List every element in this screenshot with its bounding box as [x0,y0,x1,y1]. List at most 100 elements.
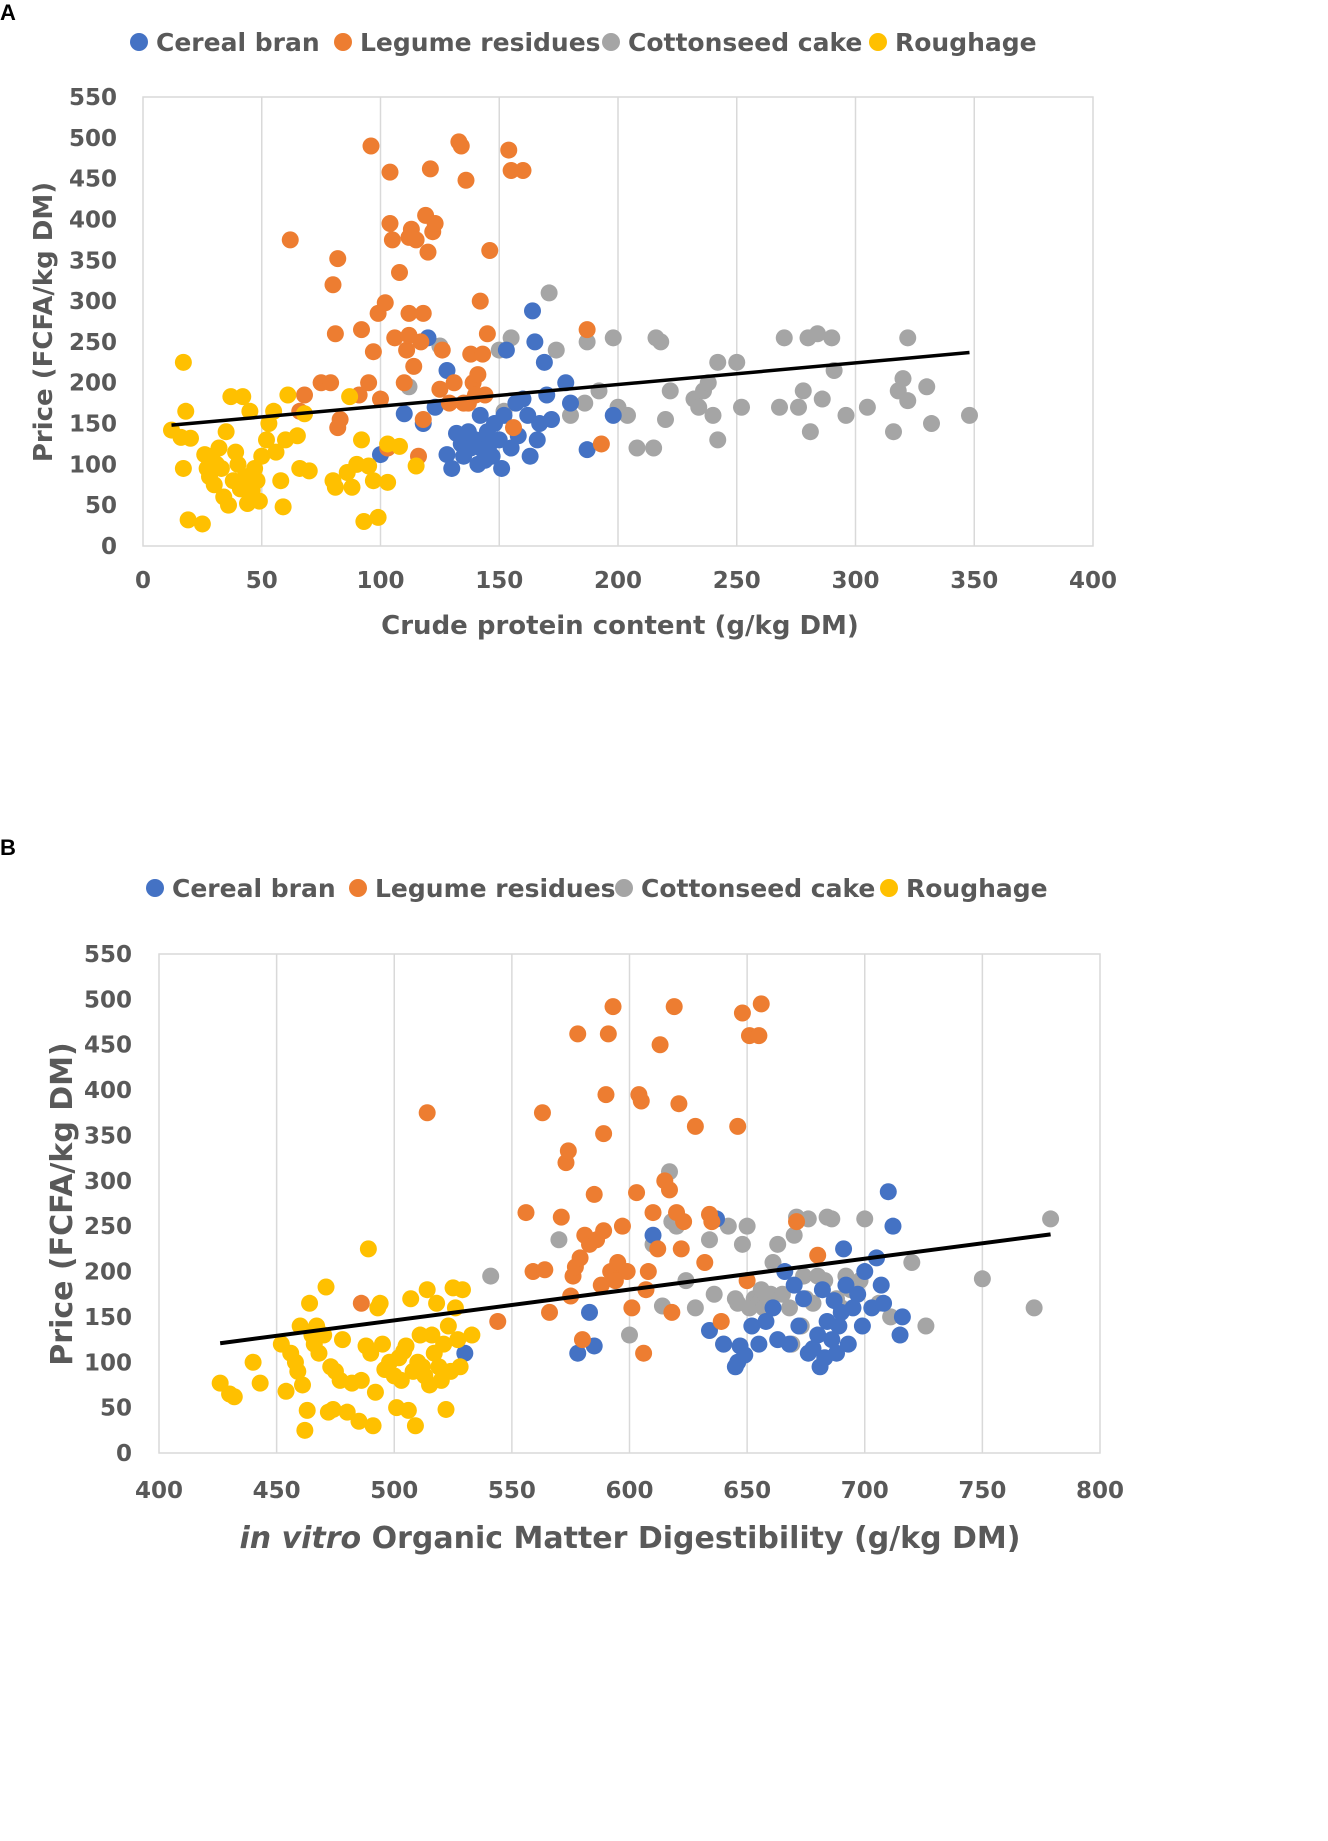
data-point [809,1246,827,1264]
data-point [495,406,513,424]
data-point [899,329,917,347]
data-point [853,1317,871,1335]
data-point [703,1213,721,1231]
data-point [418,1281,436,1299]
x-tick-label: 550 [488,1478,536,1504]
data-point [296,386,313,404]
data-point [177,402,195,420]
y-tick-label: 550 [84,942,132,968]
y-tick-label: 0 [116,1441,132,1467]
data-point [606,1272,624,1290]
x-tick-label: 0 [135,568,151,594]
data-point [599,1025,617,1043]
data-point [402,1290,420,1308]
data-point [222,388,240,406]
data-point [471,406,489,424]
data-point [562,406,579,424]
data-point [397,1337,415,1355]
legend-label: Legume residues [375,874,616,903]
data-point [918,378,936,396]
data-point [371,1294,389,1312]
data-point [884,1217,902,1235]
data-point [578,321,596,339]
y-tick-label: 400 [69,207,117,233]
data-point [604,406,622,424]
data-point [657,410,674,428]
data-point [419,243,437,261]
x-tick-label: 500 [370,1478,418,1504]
data-point [788,1213,806,1231]
data-point [362,1344,380,1362]
data-point [813,1281,831,1299]
data-point [212,459,230,477]
data-point [463,1326,481,1344]
data-point [578,441,596,459]
data-point [771,398,788,416]
data-point [248,472,266,490]
data-point [376,294,394,312]
y-tick-label: 300 [69,289,117,315]
data-point [961,406,978,424]
data-point [785,1226,803,1244]
data-point [317,1278,335,1296]
data-point [844,1299,862,1317]
data-point [704,406,722,424]
data-point [407,457,425,475]
data-point [234,388,252,406]
data-point [241,402,259,420]
data-point [428,1294,446,1312]
data-point [505,419,522,437]
data-point [274,498,292,516]
data-point [322,374,340,392]
data-point [426,215,444,233]
x-tick-label: 150 [475,568,523,594]
data-point [696,1253,714,1271]
data-point [623,1299,641,1317]
data-point [386,329,404,347]
data-point [352,1371,370,1389]
data-point [733,1235,751,1253]
data-point [728,353,746,371]
data-point [709,431,727,449]
data-point [903,1253,921,1271]
data-point [675,1213,693,1231]
data-point [478,325,496,343]
data-point [597,1086,615,1104]
legend-marker [334,33,352,51]
data-point [533,1104,551,1122]
data-point [391,264,408,282]
data-point [917,1317,935,1335]
data-point [258,431,275,449]
y-axis-title: Price (FCFA/kg DM) [29,182,59,462]
panel-letter: A [0,0,16,25]
data-point [899,392,917,410]
data-point [686,1299,704,1317]
x-axis-title: in vitro Organic Matter Digestibility (g… [240,1521,1021,1556]
data-point [366,1383,384,1401]
x-axis-title-rest: Organic Matter Digestibility (g/kg DM) [361,1521,1020,1556]
data-point [414,410,432,428]
data-point [736,1346,754,1364]
data-point [649,1240,667,1258]
data-point [310,1344,328,1362]
data-point [462,345,480,363]
data-point [421,160,439,178]
data-point [438,446,456,464]
data-point [267,443,285,461]
data-point [581,1303,599,1321]
data-point [660,1181,678,1199]
trendline [219,1232,1051,1346]
series-legume-residues [281,133,610,465]
data-point [809,1326,827,1344]
data-point [482,1267,500,1285]
data-point [343,478,361,496]
data-point [628,439,646,457]
panel-letter: B [0,835,16,860]
data-point [244,1353,262,1371]
data-point [174,353,192,371]
data-point [595,1125,613,1143]
data-point [210,439,228,457]
data-point [526,333,544,351]
x-tick-label: 700 [841,1478,889,1504]
data-point [489,1312,507,1330]
